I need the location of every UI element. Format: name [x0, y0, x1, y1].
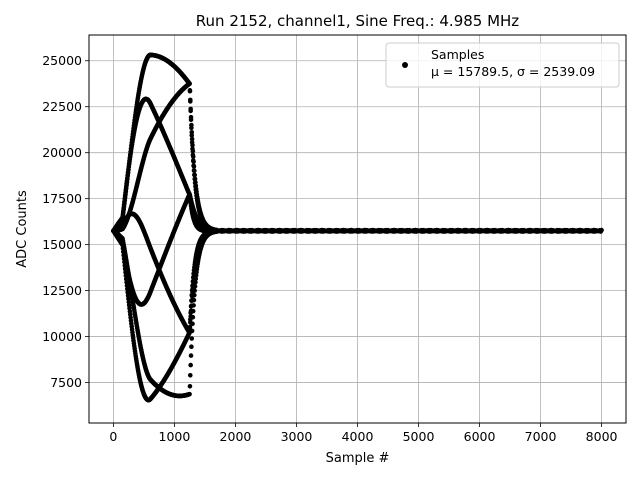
y-axis: 7500 10000 12500 15000 17500 20000 22500 25000 [42, 53, 89, 390]
x-tick-label: 6000 [464, 429, 496, 444]
data-point [192, 292, 197, 298]
chart-title: Run 2152, channel1, Sine Freq.: 4.985 MH… [196, 12, 520, 30]
y-axis-label: ADC Counts [15, 190, 30, 268]
legend: Samples μ = 15789.5, σ = 2539.09 [385, 42, 620, 88]
data-point [189, 328, 195, 334]
data-point [189, 344, 194, 350]
y-tick-label: 25000 [42, 53, 82, 68]
legend-marker [402, 62, 408, 68]
y-tick-label: 17500 [42, 191, 82, 206]
y-tick-label: 12500 [42, 283, 82, 298]
data-point [189, 136, 195, 142]
data-point [188, 117, 194, 122]
x-tick-label: 8000 [586, 429, 618, 444]
data-point [190, 154, 196, 159]
data-point [191, 297, 197, 303]
x-tick-label: 5000 [403, 429, 435, 444]
data-point [187, 391, 192, 397]
data-point [190, 148, 196, 154]
data-point [190, 314, 196, 320]
y-tick-label: 20000 [42, 145, 82, 160]
x-tick-label: 7000 [525, 429, 557, 444]
data-point [187, 384, 193, 389]
data-point [192, 176, 198, 182]
data-point [187, 324, 193, 330]
x-tick-label: 3000 [281, 429, 313, 444]
y-tick-label: 10000 [42, 329, 82, 344]
legend-box [385, 42, 620, 88]
data-point [193, 276, 199, 282]
data-point [187, 88, 193, 94]
data-point [192, 288, 197, 293]
data-point [190, 308, 196, 314]
grid [89, 35, 626, 423]
data-point [190, 321, 195, 327]
data-point [187, 99, 193, 104]
x-tick-label: 1000 [159, 429, 191, 444]
data-point [193, 280, 198, 285]
legend-series-stats: μ = 15789.5, σ = 2539.09 [431, 64, 595, 79]
x-tick-label: 2000 [220, 429, 252, 444]
x-tick-label: 0 [109, 429, 117, 444]
data-point [188, 108, 193, 114]
y-tick-label: 15000 [42, 237, 82, 252]
x-axis-label: Sample # [326, 451, 390, 466]
data-point [187, 81, 192, 87]
scatter-points [111, 52, 604, 403]
data-point [188, 362, 193, 368]
data-point [187, 373, 193, 378]
y-tick-label: 7500 [50, 375, 82, 390]
data-point [190, 142, 195, 148]
data-point [189, 336, 195, 341]
data-point [188, 353, 194, 358]
data-point [191, 164, 197, 169]
x-axis: 0 1000 2000 3000 4000 5000 6000 7000 8000 [109, 423, 618, 444]
x-tick-label: 4000 [342, 429, 374, 444]
data-point [191, 159, 196, 165]
data-point [192, 172, 197, 178]
data-point [599, 227, 604, 233]
data-point [192, 168, 197, 174]
data-point [189, 133, 195, 138]
data-point [191, 303, 196, 308]
data-point [193, 180, 198, 185]
y-tick-label: 22500 [42, 99, 82, 114]
data-point [192, 284, 198, 289]
legend-series-name: Samples [431, 47, 484, 62]
data-point [189, 125, 194, 131]
